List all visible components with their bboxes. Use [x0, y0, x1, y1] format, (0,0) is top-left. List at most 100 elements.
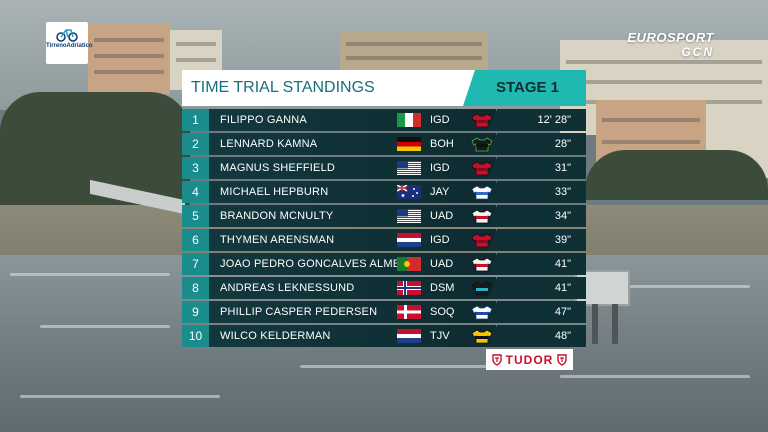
standings-row: 10 WILCO KELDERMAN TJV 48" [182, 325, 586, 347]
rider-time: 39" [554, 234, 571, 246]
team-code: TJV [430, 330, 450, 342]
jumbo-jersey-icon [471, 329, 493, 344]
netherlands-flag-icon [397, 233, 421, 247]
broadcaster-logo: EUROSPORT GCN [627, 30, 714, 59]
rider-position: 10 [182, 325, 209, 347]
standings-title: TIME TRIAL STANDINGS [182, 70, 478, 106]
sponsor-logo: TUDOR [486, 349, 573, 370]
rider-info: LENNARD KAMNA BOH [209, 133, 496, 155]
usa-flag-icon [397, 209, 421, 223]
uae-jersey-icon [471, 209, 493, 224]
rider-info: JOAO PEDRO GONCALVES ALMEIDA UAD [209, 253, 496, 275]
team-code: DSM [430, 282, 455, 294]
standings-row: 2 LENNARD KAMNA BOH 28" [182, 133, 586, 155]
rider-info: THYMEN ARENSMAN IGD [209, 229, 496, 251]
standings-row: 8 ANDREAS LEKNESSUND DSM 41" [182, 277, 586, 299]
germany-flag-icon [397, 137, 421, 151]
rider-time-cell: 12' 28" [488, 109, 586, 131]
rider-time-cell: 47" [488, 301, 586, 323]
rider-name: JOAO PEDRO GONCALVES ALMEIDA [220, 258, 420, 270]
rider-position: 8 [182, 277, 209, 299]
cycling-race-logo-icon [56, 29, 78, 42]
rider-time: 12' 28" [537, 114, 571, 126]
trees [585, 150, 768, 200]
event-logo-name: TirrenoAdriatico [46, 43, 93, 49]
rider-info: FILIPPO GANNA IGD [209, 109, 496, 131]
standings-row: 9 PHILLIP CASPER PEDERSEN SOQ 47" [182, 301, 586, 323]
rider-time: 31" [554, 162, 571, 174]
portugal-flag-icon [397, 257, 421, 271]
rider-info: MICHAEL HEPBURN JAY [209, 181, 496, 203]
rider-position: 2 [182, 133, 209, 155]
rider-time-cell: 28" [488, 133, 586, 155]
netherlands-flag-icon [397, 329, 421, 343]
standings-row: 1 FILIPPO GANNA IGD 12' 28" [182, 109, 586, 131]
shield-logo-icon [491, 353, 502, 366]
rider-time: 28" [554, 138, 571, 150]
rider-time: 33" [554, 186, 571, 198]
rider-position: 3 [182, 157, 209, 179]
rider-name: LENNARD KAMNA [220, 138, 318, 150]
team-code: UAD [430, 258, 454, 270]
rider-name: ANDREAS LEKNESSUND [220, 282, 355, 294]
shield-logo-icon [557, 353, 568, 366]
rider-name: MAGNUS SHEFFIELD [220, 162, 336, 174]
italy-flag-icon [397, 113, 421, 127]
gcn-logo-text: GCN [681, 45, 714, 59]
ineos-jersey-icon [471, 161, 493, 176]
pier-leg [612, 304, 618, 344]
team-code: JAY [430, 186, 450, 198]
rider-time: 41" [554, 258, 571, 270]
pier-leg [592, 304, 598, 344]
rider-time-cell: 34" [488, 205, 586, 227]
standings-row: 6 THYMEN ARENSMAN IGD 39" [182, 229, 586, 251]
building [88, 24, 170, 94]
norway-flag-icon [397, 281, 421, 295]
standings-row: 5 BRANDON MCNULTY UAD 34" [182, 205, 586, 227]
team-code: SOQ [430, 306, 455, 318]
denmark-flag-icon [397, 305, 421, 319]
rider-time: 41" [554, 282, 571, 294]
uae-jersey-icon [471, 257, 493, 272]
building [340, 32, 488, 72]
standings-header: TIME TRIAL STANDINGS STAGE 1 [182, 70, 586, 106]
rider-position: 9 [182, 301, 209, 323]
standings-list: 1 FILIPPO GANNA IGD 12' 28" 2 LENNARD KAMNA BO… [182, 109, 586, 347]
rider-position: 7 [182, 253, 209, 275]
rider-time: 47" [554, 306, 571, 318]
rider-info: ANDREAS LEKNESSUND DSM [209, 277, 496, 299]
rider-time-cell: 31" [488, 157, 586, 179]
team-code: UAD [430, 210, 454, 222]
bora-jersey-icon [471, 137, 493, 152]
rider-info: WILCO KELDERMAN TJV [209, 325, 496, 347]
rider-position: 4 [182, 181, 209, 203]
rider-position: 6 [182, 229, 209, 251]
standings-panel: TIME TRIAL STANDINGS STAGE 1 1 FILIPPO GA… [182, 70, 586, 349]
sponsor-label: TUDOR [505, 352, 554, 367]
rider-name: BRANDON MCNULTY [220, 210, 334, 222]
soudal-jersey-icon [471, 305, 493, 320]
rider-time-cell: 39" [488, 229, 586, 251]
standings-row: 7 JOAO PEDRO GONCALVES ALMEIDA UAD 41" [182, 253, 586, 275]
rider-time-cell: 48" [488, 325, 586, 347]
team-code: IGD [430, 114, 450, 126]
stage-label: STAGE 1 [463, 70, 586, 106]
team-code: BOH [430, 138, 454, 150]
team-code: IGD [430, 162, 450, 174]
team-code: IGD [430, 234, 450, 246]
rider-info: MAGNUS SHEFFIELD IGD [209, 157, 496, 179]
rider-info: PHILLIP CASPER PEDERSEN SOQ [209, 301, 496, 323]
dsm-jersey-icon [471, 281, 493, 296]
standings-row: 3 MAGNUS SHEFFIELD IGD 31" [182, 157, 586, 179]
rider-info: BRANDON MCNULTY UAD [209, 205, 496, 227]
rider-name: WILCO KELDERMAN [220, 330, 331, 342]
australia-flag-icon [397, 185, 421, 199]
rider-name: PHILLIP CASPER PEDERSEN [220, 306, 378, 318]
usa-flag-icon [397, 161, 421, 175]
rider-time-cell: 41" [488, 253, 586, 275]
event-logo: TirrenoAdriatico [46, 22, 93, 64]
rider-position: 5 [182, 205, 209, 227]
ineos-jersey-icon [471, 233, 493, 248]
rider-time: 48" [554, 330, 571, 342]
